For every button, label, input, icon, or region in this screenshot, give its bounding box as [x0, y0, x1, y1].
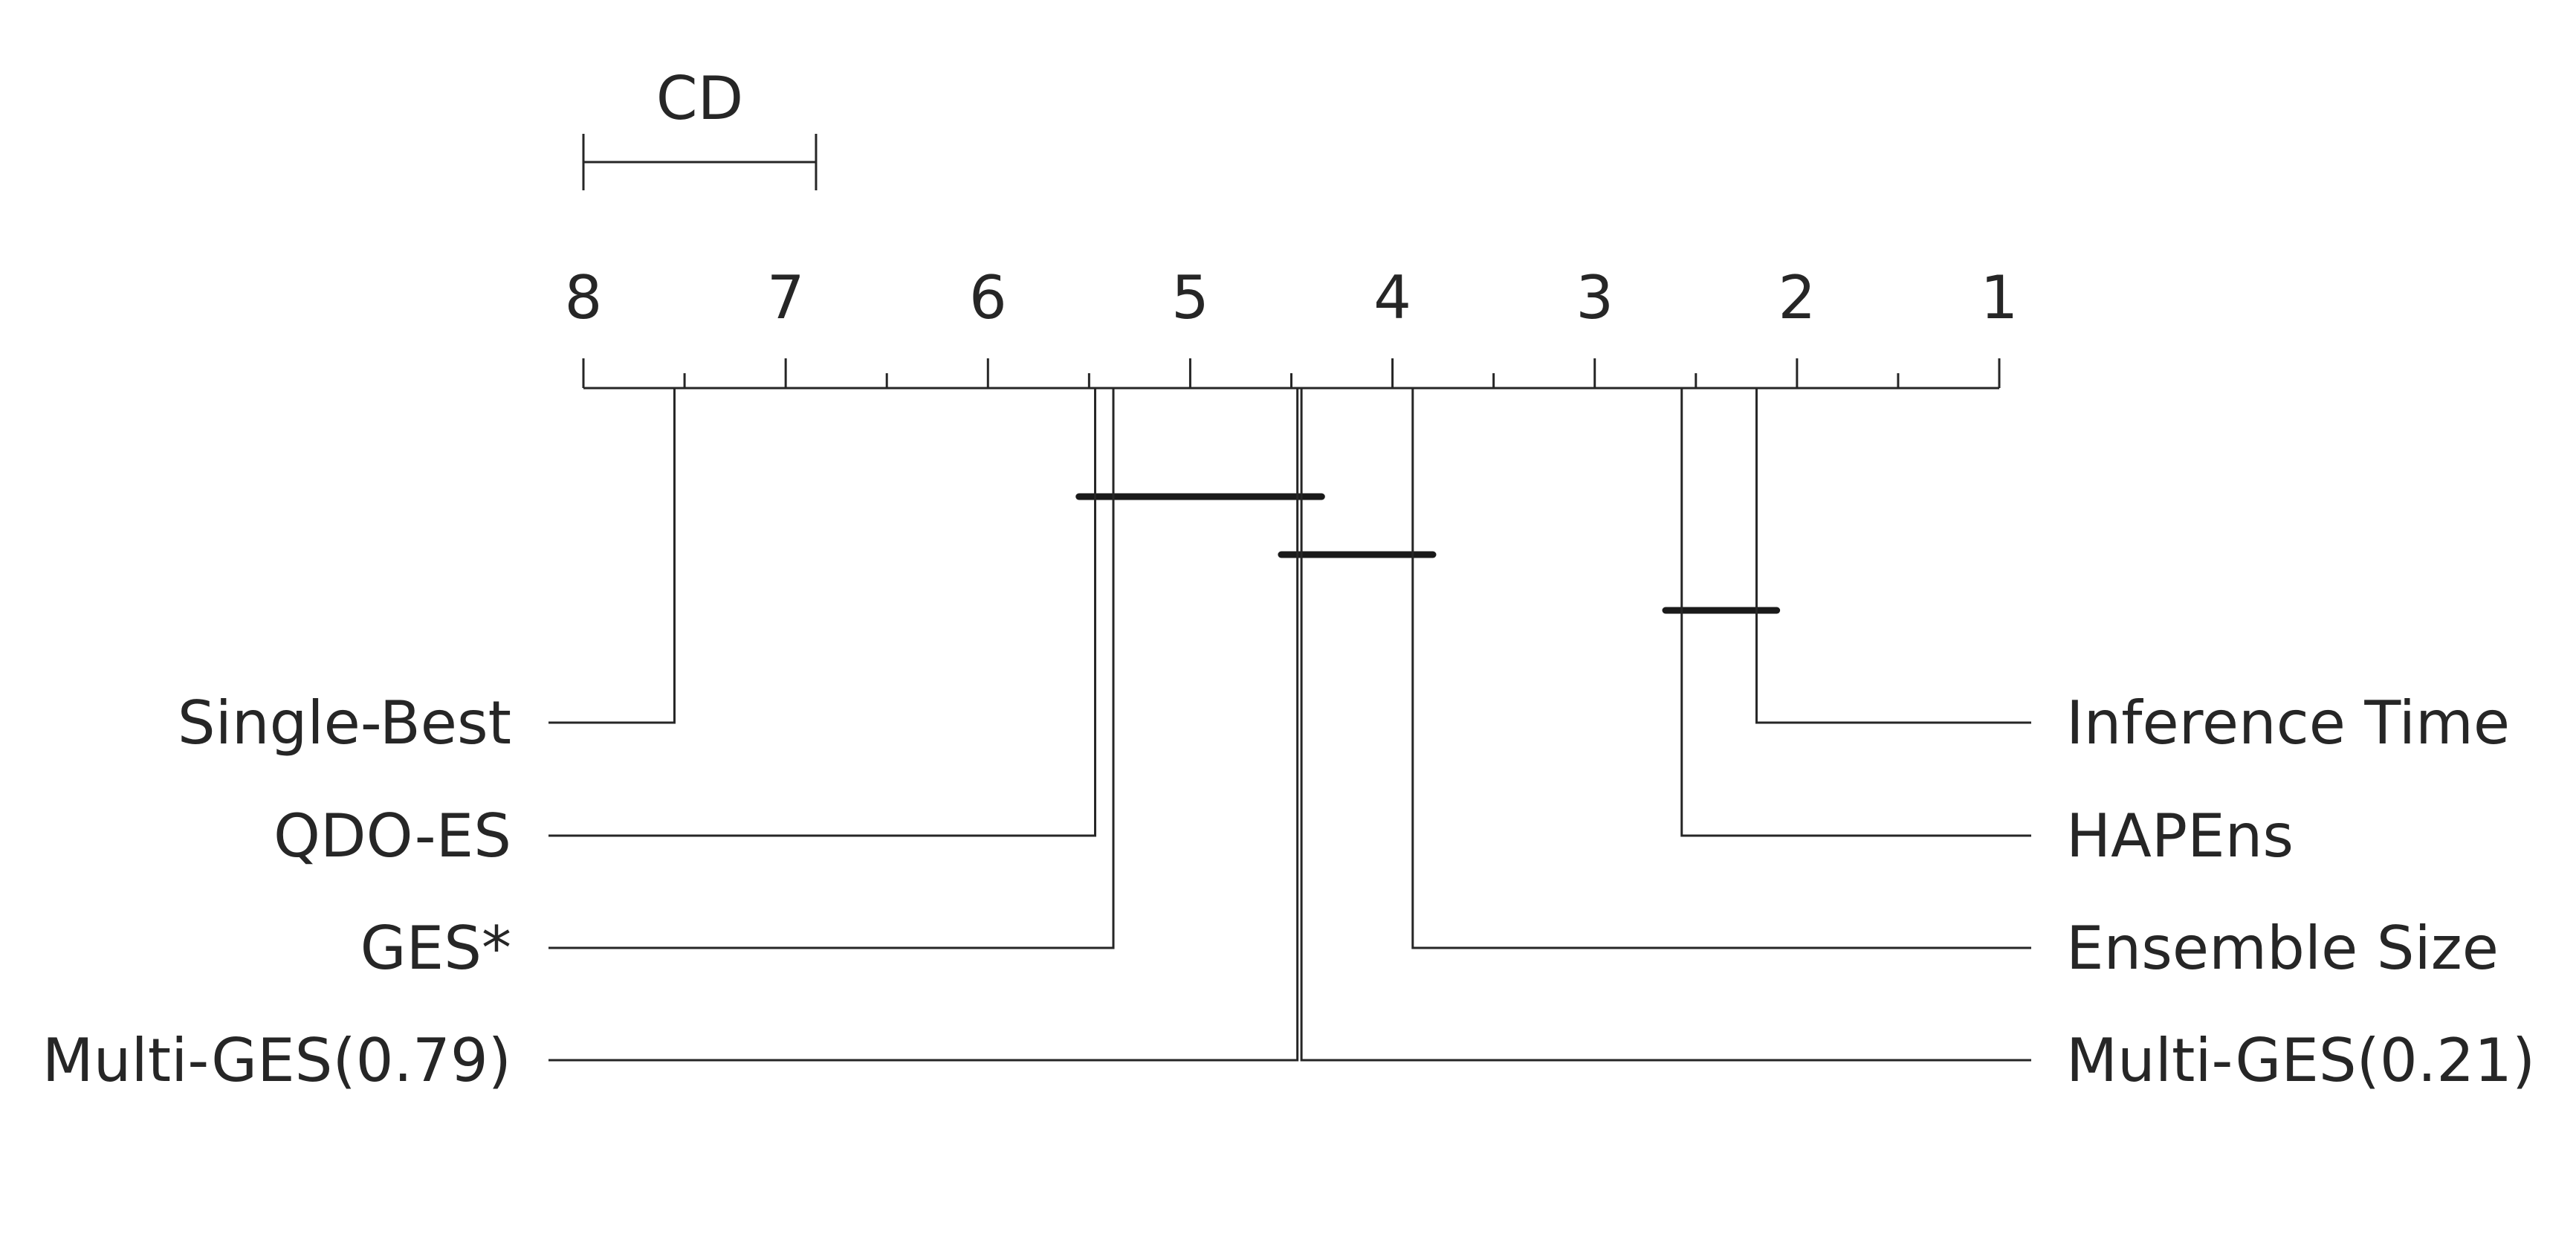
- rank-axis: 8 7 6 5 4 3 2 1: [565, 263, 2019, 390]
- method-line: [548, 388, 1115, 949]
- method-label: Ensemble Size: [2066, 914, 2499, 983]
- axis-tick-label: 3: [1576, 263, 1614, 332]
- method-label: Multi-GES(0.21): [2066, 1026, 2535, 1095]
- method-label: Single-Best: [178, 688, 511, 758]
- method-label: Multi-GES(0.79): [42, 1026, 511, 1095]
- axis-tick-label: 6: [969, 263, 1007, 332]
- method-line: [1300, 388, 2031, 1062]
- method-lines: Single-Best QDO-ES GES* Multi-GES(0.79) Mult…: [42, 388, 2535, 1095]
- method-line: [1755, 388, 2031, 724]
- method-label: Inference Time: [2066, 688, 2510, 758]
- method-line: [1411, 388, 2031, 949]
- axis-tick-label: 4: [1373, 263, 1411, 332]
- axis-tick-label: 7: [767, 263, 805, 332]
- method-line: [548, 388, 676, 724]
- method-label: HAPEns: [2066, 801, 2294, 871]
- cd-label: CD: [656, 64, 743, 133]
- axis-tick-label: 1: [1981, 263, 2019, 332]
- clique-bars: [1075, 493, 1781, 614]
- method-label: GES*: [360, 914, 511, 983]
- axis-tick-label: 8: [565, 263, 603, 332]
- axis-tick-label: 5: [1171, 263, 1209, 332]
- method-line: [1680, 388, 2031, 837]
- axis-tick-label: 2: [1778, 263, 1816, 332]
- cd-bar: CD: [582, 64, 818, 190]
- method-label: QDO-ES: [274, 801, 511, 871]
- method-line: [548, 388, 1299, 1062]
- method-line: [548, 388, 1097, 837]
